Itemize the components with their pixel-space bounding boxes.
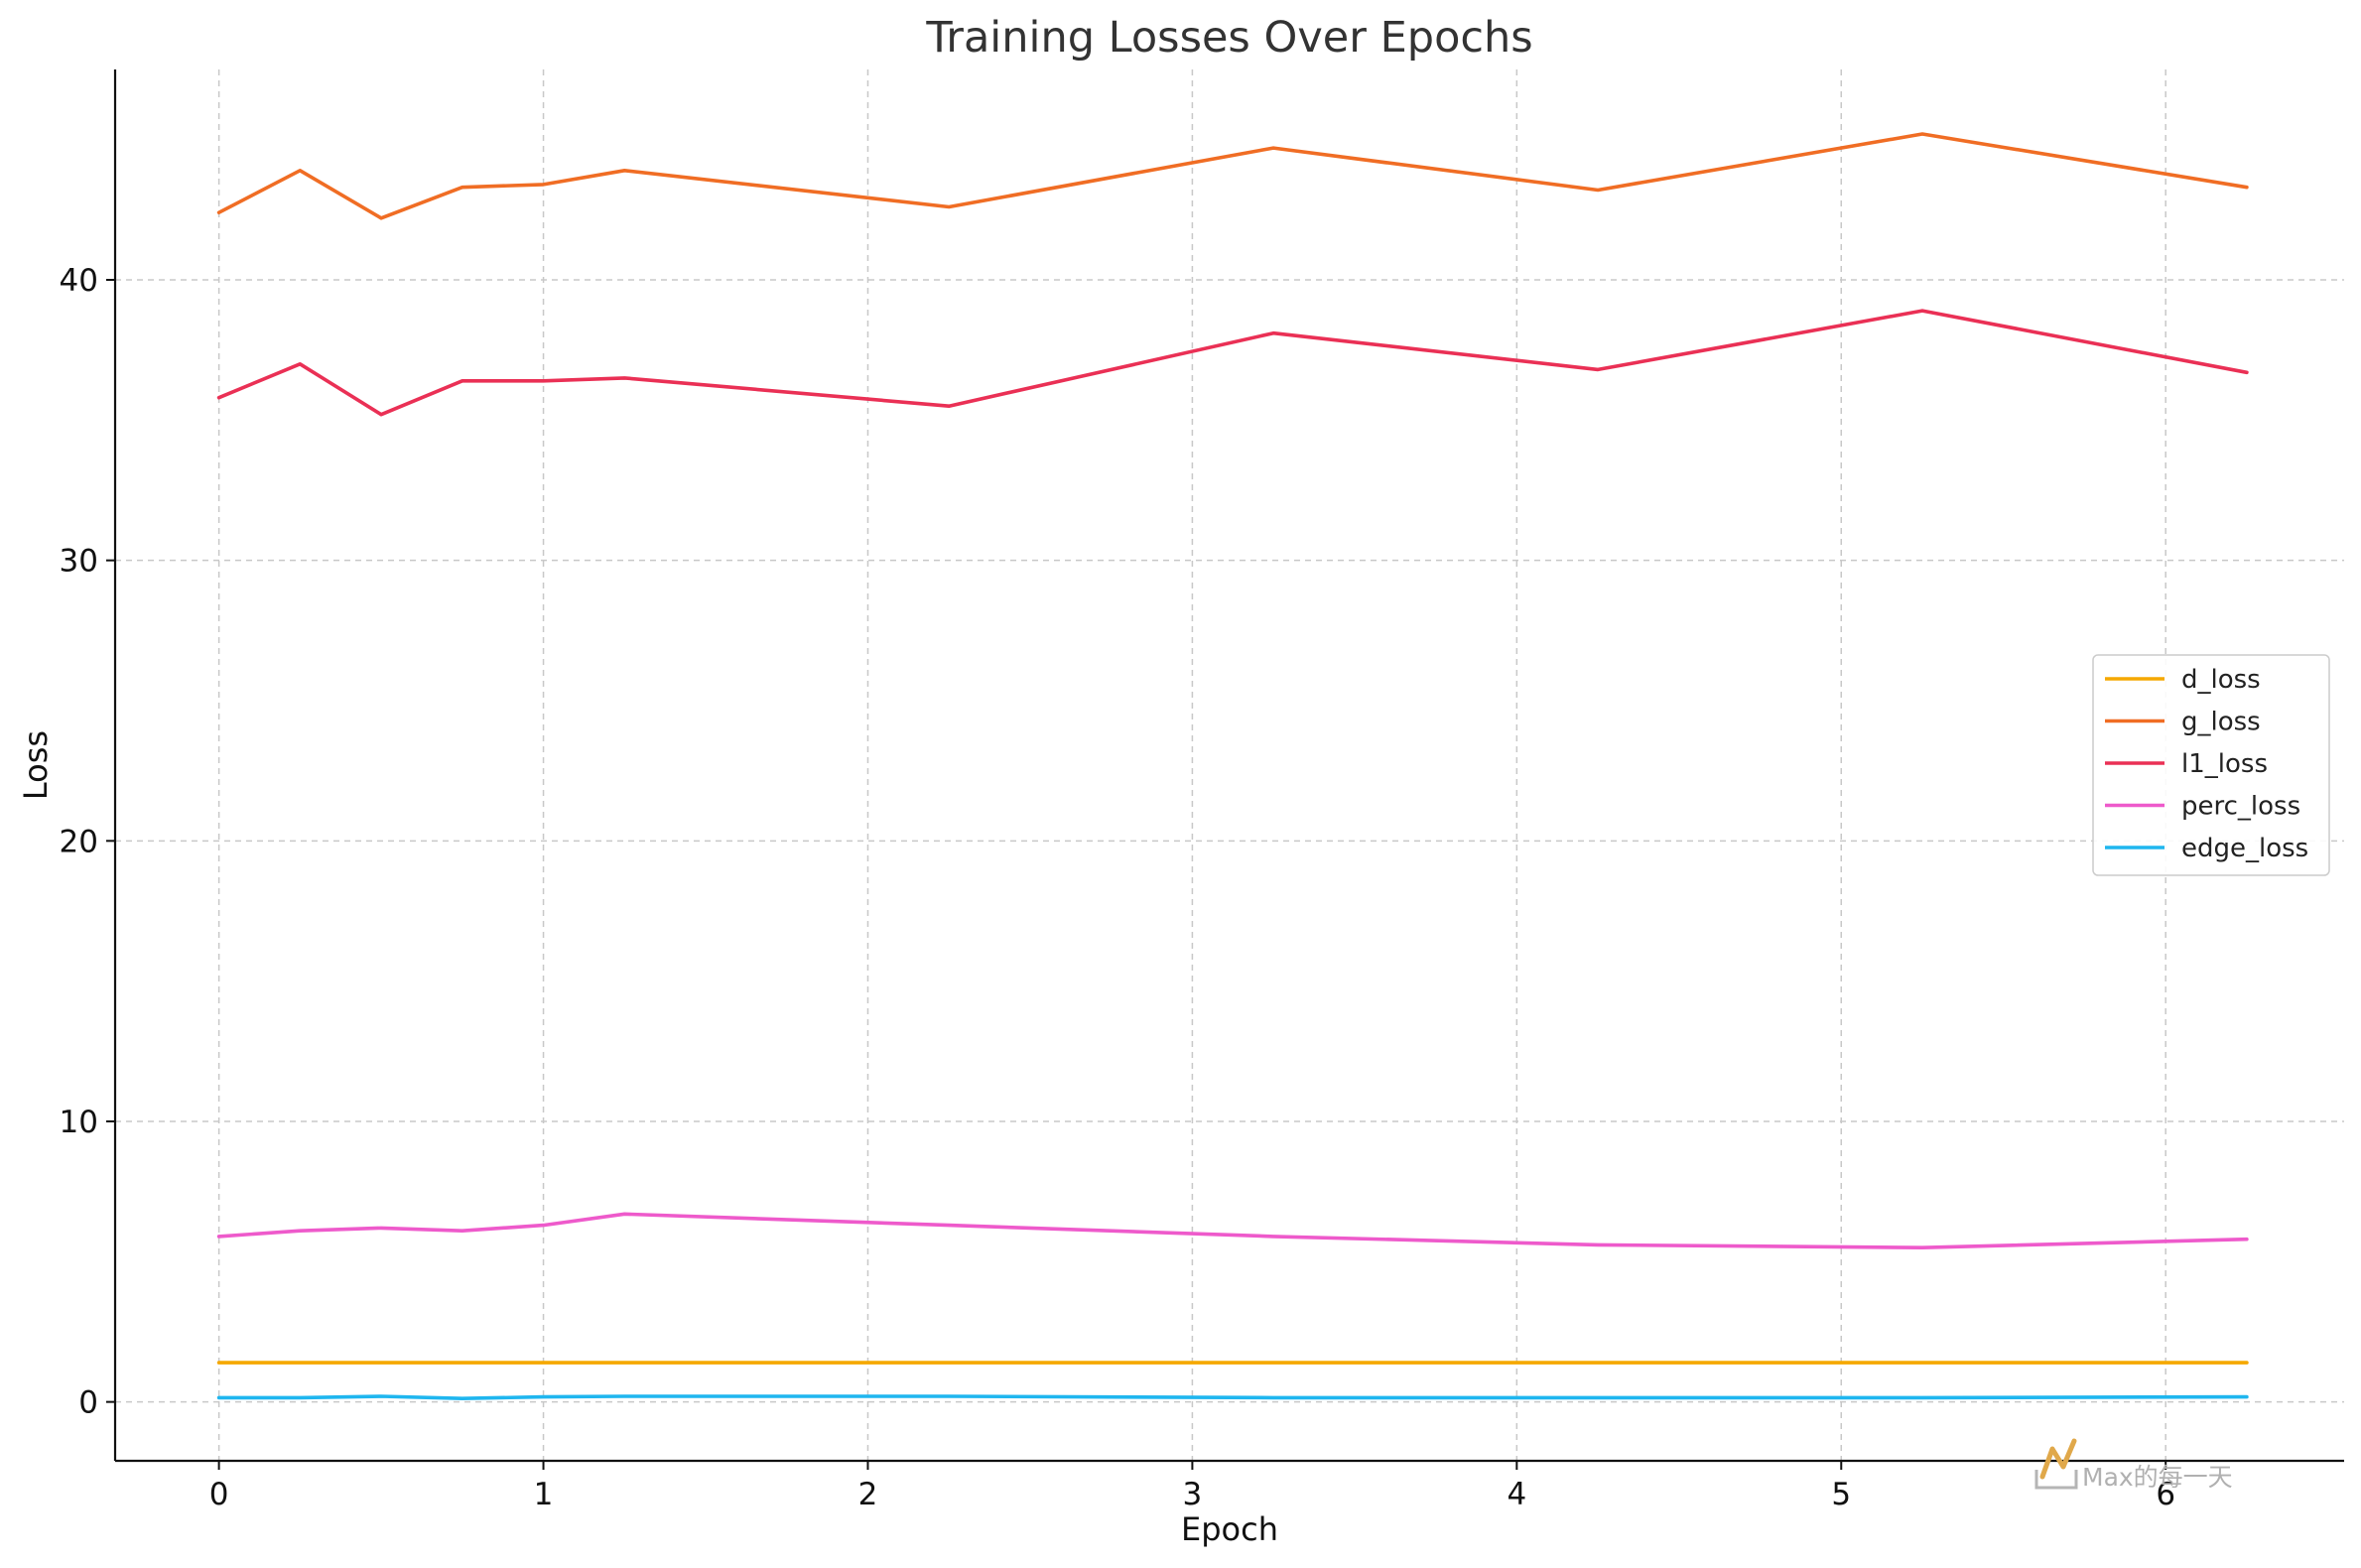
watermark-logo	[2034, 1470, 2078, 1490]
series-line-g-loss	[216, 132, 2249, 220]
y-axis-label: Loss	[17, 730, 55, 800]
series-line-l1-loss	[216, 309, 2249, 417]
x-tick-label: 2	[858, 1477, 878, 1512]
y-tick-label: 30	[60, 544, 98, 580]
y-tick-label: 0	[78, 1385, 98, 1421]
series-lines	[216, 132, 2249, 1400]
x-tick-label: 3	[1183, 1477, 1203, 1512]
y-tick-label: 10	[60, 1105, 98, 1140]
x-tick-label: 4	[1507, 1477, 1526, 1512]
legend-label: g_loss	[2181, 708, 2261, 737]
grid	[115, 69, 2344, 1461]
x-tick-label: 1	[534, 1477, 554, 1512]
x-tick-label: 5	[1831, 1477, 1851, 1512]
ticks: 0 1 2 3 4 5 6 0 10 20 30 40	[60, 263, 2176, 1512]
legend-label: perc_loss	[2181, 792, 2300, 822]
watermark: Max的每一天	[2034, 1438, 2233, 1492]
legend-label: edge_loss	[2181, 834, 2308, 863]
legend-label: d_loss	[2181, 665, 2261, 695]
chart-title: Training Losses Over Epochs	[925, 13, 1532, 63]
series-line-edge-loss	[216, 1394, 2249, 1400]
legend: d_loss g_loss l1_loss perc_loss edge_loss	[2092, 654, 2330, 876]
x-tick-label: 0	[209, 1477, 229, 1512]
x-axis-label: Epoch	[1181, 1510, 1278, 1548]
x-tick-label: 6	[2156, 1477, 2175, 1512]
legend-label: l1_loss	[2181, 749, 2268, 779]
series-line-perc-loss	[216, 1212, 2249, 1249]
watermark-logo-mark	[2039, 1438, 2077, 1480]
axes	[113, 69, 2344, 1463]
watermark-text: Max的每一天	[2082, 1463, 2233, 1492]
y-tick-label: 40	[60, 263, 98, 299]
legend-frame	[2092, 654, 2330, 876]
y-tick-label: 20	[60, 824, 98, 859]
